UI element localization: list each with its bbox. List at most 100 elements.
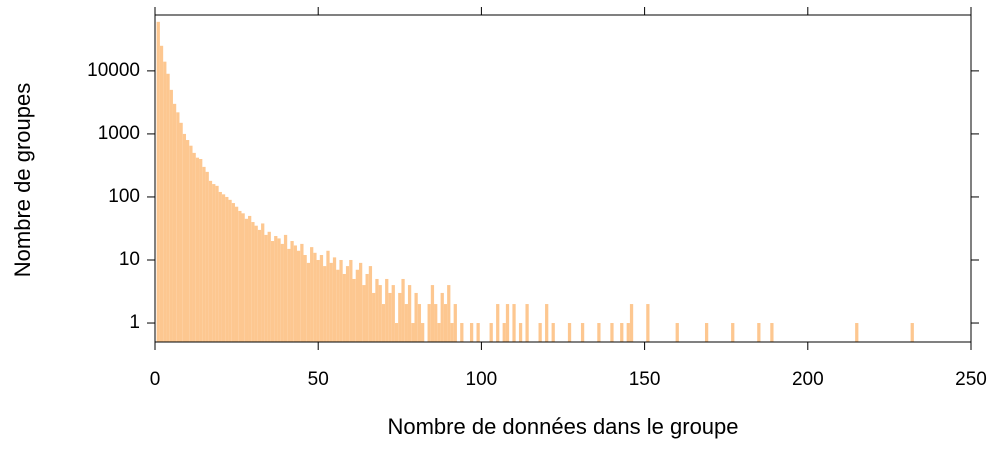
bar [476,323,480,342]
bar [629,304,634,342]
bar [231,203,235,342]
y-tick-label: 10 [119,249,140,270]
bar [394,323,399,342]
bar [427,304,431,342]
bar [421,323,425,342]
bar [283,234,288,342]
bar [381,304,386,342]
bar [626,323,630,342]
bar [385,278,389,342]
bar [855,323,859,342]
bar [489,323,493,342]
bar [417,304,422,342]
bar [326,250,330,342]
bar [538,323,542,342]
bar [469,323,474,342]
plot-frame [154,14,972,343]
bar [401,278,405,342]
bar [770,323,774,342]
bar [186,140,190,342]
bar [238,210,242,342]
bar [453,304,457,342]
bar [172,103,177,342]
bar [254,225,258,342]
bar [388,292,392,342]
bar [359,262,363,342]
bar [434,304,438,342]
bar [345,266,350,342]
bar [163,61,167,342]
bar [525,304,529,342]
bar [159,45,164,342]
bar [505,304,510,342]
bar [274,236,278,342]
bar [378,285,382,342]
bar [264,234,268,342]
bar [248,215,252,342]
x-tick-label: 0 [150,369,161,390]
bar [251,222,255,342]
bar [199,159,203,342]
bar [365,273,369,342]
bar [567,323,572,342]
bar [176,112,180,342]
bar [757,323,761,342]
bar [404,304,408,342]
bar [300,243,304,342]
bar [316,259,320,342]
bar [414,292,418,342]
bar [646,304,650,342]
x-tick-label: 100 [466,369,498,390]
bar [270,241,275,342]
bar [287,248,291,342]
bar [398,292,402,342]
bar [336,269,340,342]
bar [443,304,448,342]
bar [169,89,173,342]
bar [496,304,500,342]
bar [189,145,193,342]
bar [244,218,249,342]
bar [208,180,213,342]
bar [407,285,412,342]
bar [731,323,735,342]
bar [450,323,454,342]
bar [910,323,914,342]
bar [391,285,395,342]
bar [221,194,226,342]
x-axis-label: Nombre de données dans le groupe [387,414,738,439]
bar [306,262,311,342]
bar [447,285,451,342]
bar [368,266,373,342]
bar [502,323,506,342]
bar [179,122,183,342]
bar [290,241,294,342]
y-tick-label: 10000 [87,60,140,81]
bar [257,229,262,342]
bar [280,243,284,342]
bar [202,166,206,342]
x-tick-label: 200 [792,369,824,390]
bar [267,231,271,342]
bar [512,304,516,342]
bar [329,262,333,342]
bar [182,133,187,342]
bar [313,252,317,342]
bar [225,196,229,342]
bar [352,278,356,342]
bar [411,323,415,342]
bar [545,304,549,342]
bar [205,171,209,342]
bar [620,323,624,342]
bar [430,285,435,342]
bar [610,323,614,342]
bar [293,245,297,342]
bar [339,259,343,342]
bar [518,323,523,342]
bar [192,152,196,342]
bar [460,323,464,342]
bar [437,323,441,342]
x-tick-label: 50 [308,369,329,390]
bar [551,323,555,342]
